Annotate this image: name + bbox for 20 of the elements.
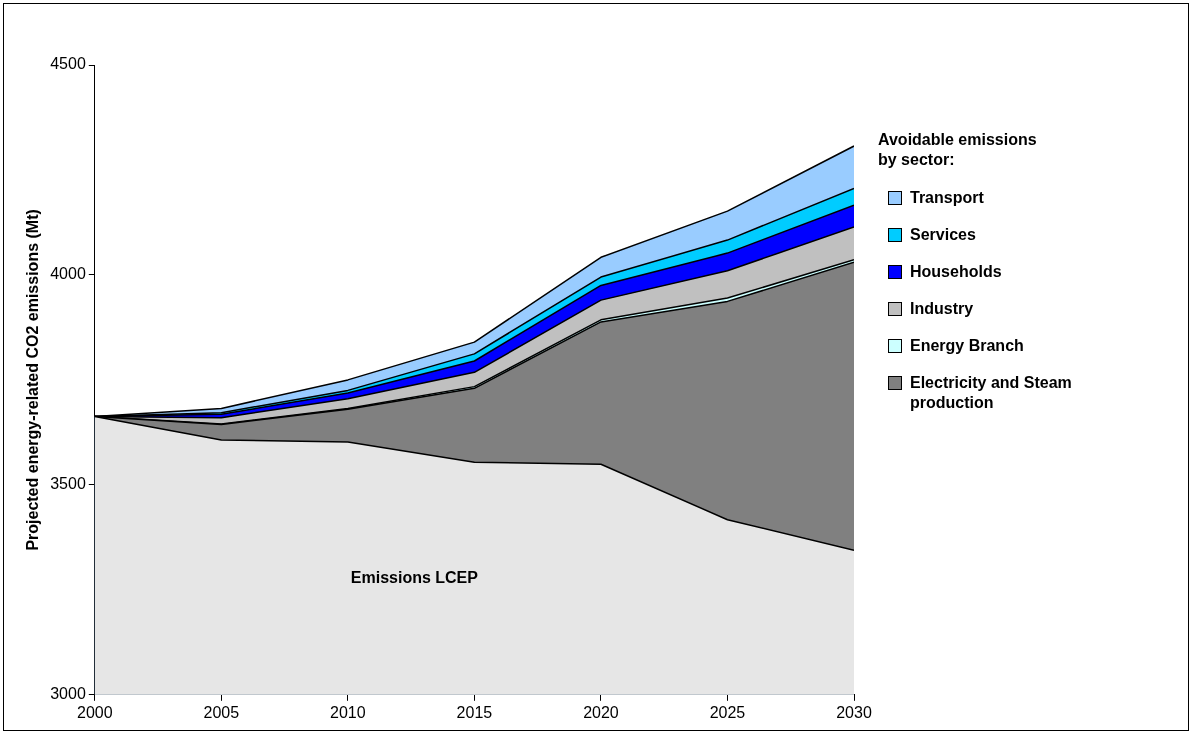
x-tick-label: 2030 [836, 703, 872, 721]
y-axis-title: Projected energy-related CO2 emissions (Mt) [24, 209, 42, 551]
legend-label: Energy Branch [910, 336, 1024, 356]
x-tick-label: 2000 [77, 703, 113, 721]
x-tick-label: 2005 [203, 703, 240, 721]
x-tick-label: 2020 [583, 703, 619, 721]
y-tick-label: 3500 [50, 475, 86, 493]
legend-label: Industry [910, 299, 974, 319]
legend-label: Electricity and Steam production [910, 373, 1073, 413]
y-tick-label: 3000 [50, 685, 86, 703]
legend-label: Transport [910, 188, 984, 208]
series-label: Emissions LCEP [350, 568, 479, 586]
x-tick-label: 2010 [330, 703, 366, 721]
legend-label: Households [910, 262, 1002, 282]
legend-title: Avoidable emissions by sector: [878, 130, 1038, 170]
x-tick-label: 2025 [709, 703, 746, 721]
legend-label: Services [910, 225, 976, 245]
x-tick-label: 2015 [456, 703, 493, 721]
y-tick-label: 4500 [50, 55, 86, 73]
y-tick-label: 4000 [50, 265, 86, 283]
